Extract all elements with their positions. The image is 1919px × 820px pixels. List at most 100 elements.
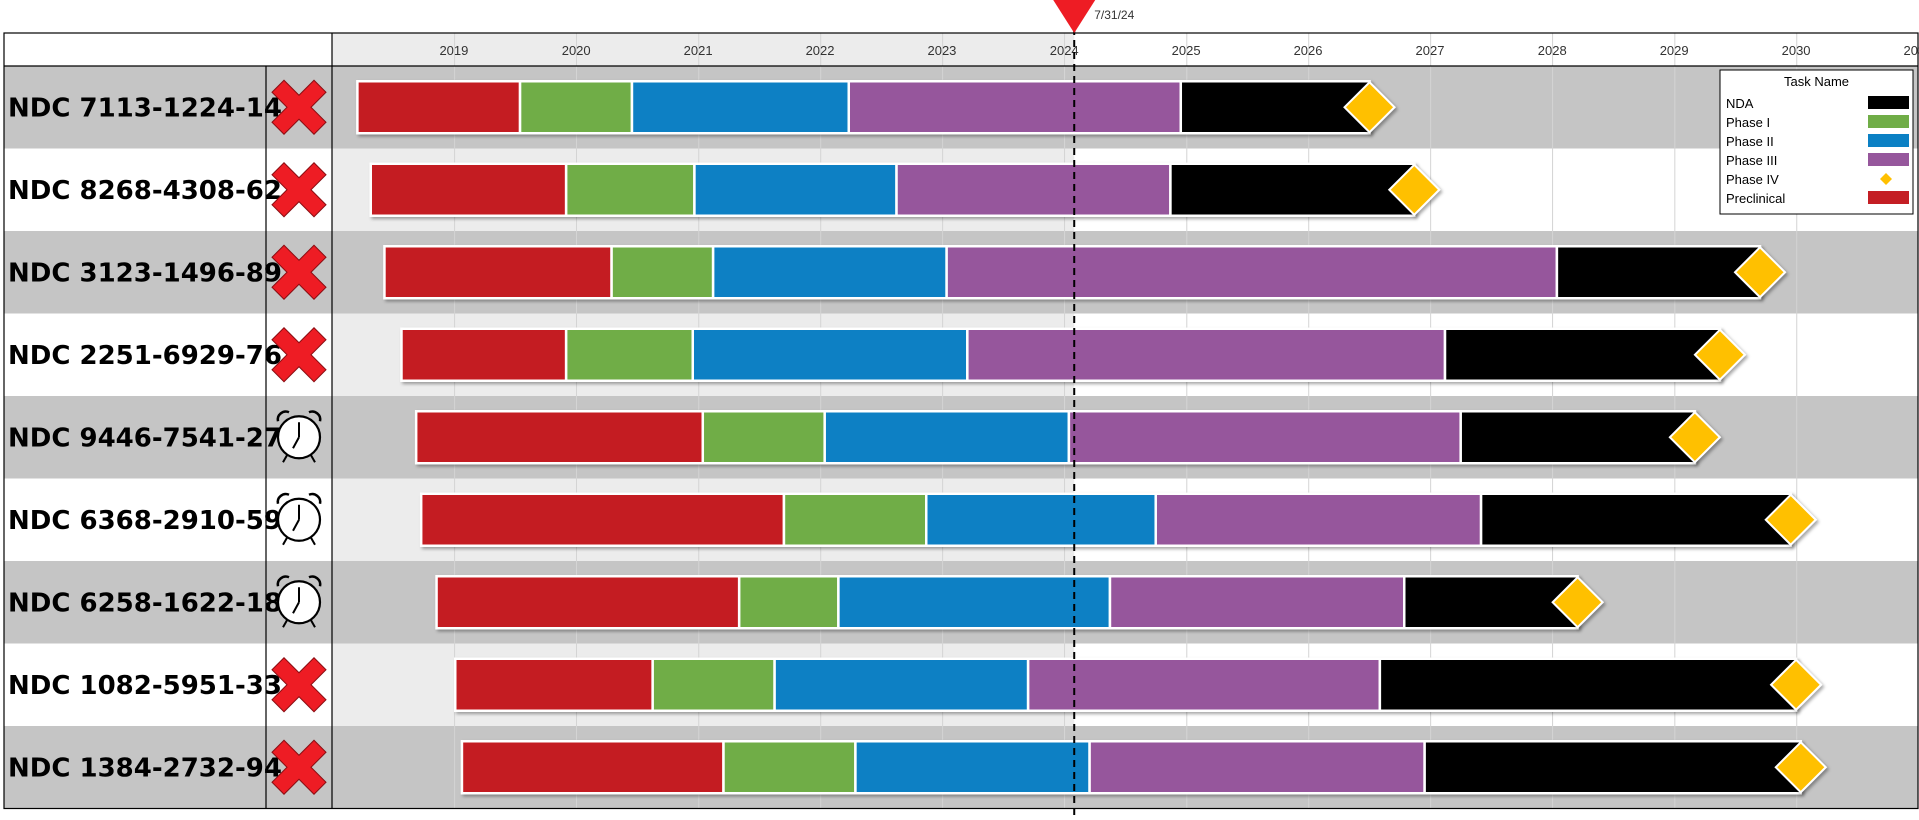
task-bar <box>1169 162 1416 217</box>
row-label: NDC 8268-4308-62 <box>8 176 282 206</box>
cross-icon <box>271 327 327 383</box>
legend-item-swatch <box>1868 134 1909 147</box>
clock-hour-hand <box>292 601 300 614</box>
task-bar <box>1179 80 1371 135</box>
task-bar <box>518 80 634 135</box>
clock-hour-hand <box>292 436 300 449</box>
task-bar <box>693 162 898 217</box>
phase-iv-milestone <box>1764 493 1818 547</box>
phase-iv-milestone <box>1387 163 1441 217</box>
task-bar <box>701 410 826 465</box>
cross-icon <box>271 244 327 300</box>
task-bar-group <box>356 80 1371 135</box>
task-bar-group <box>460 740 1803 795</box>
row-label: NDC 6368-2910-59 <box>8 506 282 536</box>
row-label: NDC 3123-1496-89 <box>8 258 282 288</box>
row-label: NDC 2251-6929-76 <box>8 341 282 371</box>
year-tick-label: 2031 <box>1904 43 1919 58</box>
task-bar <box>419 492 786 547</box>
legend-item-label: NDA <box>1726 96 1754 111</box>
legend-item-swatch <box>1868 115 1909 128</box>
cross-shape <box>271 739 327 795</box>
cross-icon <box>271 739 327 795</box>
task-bar <box>924 492 1157 547</box>
task-bar <box>564 327 695 382</box>
clock-bell-left <box>276 492 290 505</box>
task-bar <box>369 162 568 217</box>
legend-item-label: Preclinical <box>1726 191 1785 206</box>
task-bar <box>711 245 948 300</box>
legend-item-swatch <box>1868 96 1909 109</box>
row-label-cell <box>4 478 266 561</box>
task-bar <box>1479 492 1792 547</box>
task-bar <box>564 162 696 217</box>
task-bar-group <box>383 245 1762 300</box>
clock-leg-right <box>310 454 316 463</box>
task-bar <box>1026 657 1382 712</box>
task-bar <box>773 657 1030 712</box>
cross-shape <box>271 162 327 218</box>
year-tick-label: 2021 <box>684 43 713 58</box>
task-bar-group <box>414 410 1697 465</box>
task-bar <box>651 657 776 712</box>
row-label: NDC 9446-7541-27 <box>8 423 282 453</box>
cross-shape <box>271 244 327 300</box>
legend-item-label: Phase II <box>1726 134 1774 149</box>
row-label: NDC 6258-1622-18 <box>8 588 282 618</box>
phase-iv-milestone <box>1551 575 1605 629</box>
cross-shape <box>271 79 327 135</box>
task-bar <box>1403 575 1579 630</box>
task-bar <box>383 245 613 300</box>
legend-item-label: Phase I <box>1726 115 1770 130</box>
header-label-cell <box>4 33 332 66</box>
legend-title: Task Name <box>1784 74 1849 89</box>
task-bar <box>630 80 851 135</box>
legend-item-swatch <box>1868 191 1909 204</box>
clock-bell-right <box>308 575 322 587</box>
row-label-cell <box>4 66 266 149</box>
today-marker-label: 7/31/24 <box>1094 8 1134 22</box>
task-bar <box>737 575 840 630</box>
legend-item-swatch <box>1880 173 1892 185</box>
clock-bell-right <box>308 410 322 422</box>
legend-item-label: Phase IV <box>1726 172 1779 187</box>
task-bar <box>722 740 857 795</box>
row-label: NDC 1384-2732-94 <box>8 753 282 783</box>
year-tick-label: 2028 <box>1538 43 1567 58</box>
task-bar <box>610 245 715 300</box>
today-marker-triangle <box>1053 0 1096 33</box>
task-bar <box>1555 245 1762 300</box>
task-bar <box>1423 740 1803 795</box>
row-label: NDC 7113-1224-14 <box>8 93 282 123</box>
clock-hour-hand <box>292 519 300 532</box>
task-bar <box>847 80 1183 135</box>
year-tick-label: 2019 <box>439 43 468 58</box>
year-tick-label: 2024 <box>1050 43 1079 58</box>
row-label-cell <box>4 561 266 644</box>
task-bar-group <box>419 492 1792 547</box>
task-bar <box>823 410 1071 465</box>
task-bar <box>1108 575 1406 630</box>
task-bar <box>1378 657 1798 712</box>
task-bar <box>1154 492 1483 547</box>
task-bar <box>966 327 1447 382</box>
cross-icon <box>271 657 327 713</box>
task-bar <box>454 657 654 712</box>
year-tick-label: 2020 <box>562 43 591 58</box>
row-label-cell <box>4 726 266 809</box>
phase-iv-milestone <box>1668 410 1722 464</box>
task-bar <box>1459 410 1697 465</box>
phase-iv-milestone <box>1693 328 1747 382</box>
year-tick-label: 2030 <box>1782 43 1811 58</box>
phase-iv-milestone <box>1733 245 1787 299</box>
clock-leg-left <box>282 619 288 628</box>
task-bar <box>460 740 725 795</box>
clock-icon <box>276 575 322 628</box>
task-bar <box>691 327 969 382</box>
cross-shape <box>271 327 327 383</box>
cross-shape <box>271 657 327 713</box>
task-bar <box>895 162 1172 217</box>
task-bar <box>400 327 568 382</box>
